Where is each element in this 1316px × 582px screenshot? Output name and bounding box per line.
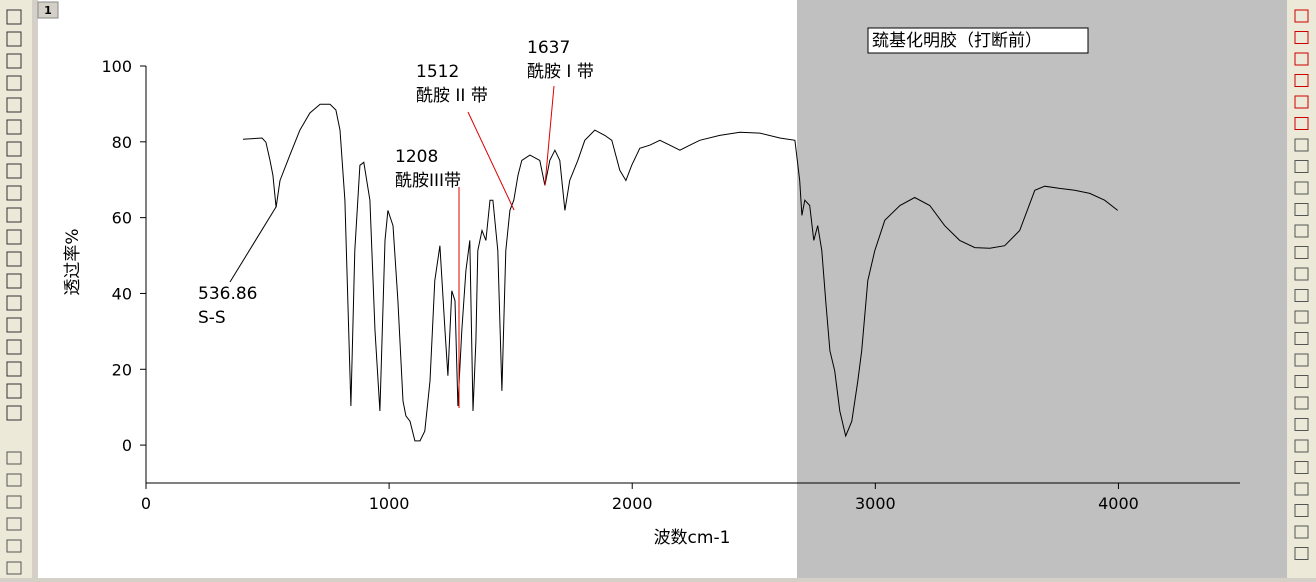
x-tick-label: 3000 bbox=[855, 494, 896, 513]
tool-button[interactable] bbox=[6, 163, 22, 179]
right-toolbar bbox=[1287, 0, 1316, 582]
tool-button[interactable] bbox=[6, 207, 22, 223]
tool-button[interactable] bbox=[6, 451, 22, 465]
tool-button[interactable] bbox=[1294, 461, 1309, 474]
tool-button[interactable] bbox=[1294, 9, 1309, 23]
y-axis-label: 透过率% bbox=[63, 228, 83, 295]
x-tick-label: 4000 bbox=[1098, 494, 1139, 513]
annotation-line bbox=[467, 111, 515, 211]
y-tick-label: 40 bbox=[112, 284, 132, 303]
tool-button[interactable] bbox=[1294, 181, 1309, 195]
toolbar-icons bbox=[6, 9, 1309, 575]
tool-button[interactable] bbox=[6, 361, 22, 377]
x-tick-label: 1000 bbox=[369, 494, 410, 513]
tool-button[interactable] bbox=[1294, 439, 1309, 453]
tool-button[interactable] bbox=[1294, 74, 1309, 87]
tool-button[interactable] bbox=[6, 405, 22, 421]
title-box bbox=[867, 27, 1089, 54]
y-tick-label: 60 bbox=[112, 209, 132, 228]
tool-button[interactable] bbox=[6, 273, 22, 289]
left-toolbar bbox=[0, 0, 32, 582]
annotation-label: 1512 bbox=[416, 62, 459, 82]
annotation-line bbox=[229, 206, 277, 283]
annotation-label: 536.86 bbox=[198, 284, 257, 304]
tool-button[interactable] bbox=[1294, 203, 1309, 216]
annotation-text: 酰胺 I 带 bbox=[527, 62, 594, 82]
annotation-label: 1208 bbox=[395, 147, 438, 167]
tool-button[interactable] bbox=[1294, 31, 1309, 44]
splitter bbox=[32, 0, 38, 582]
annotation-text: 酰胺III带 bbox=[395, 171, 461, 191]
tool-button[interactable] bbox=[1294, 224, 1309, 238]
tool-button[interactable] bbox=[6, 251, 22, 267]
tool-button[interactable] bbox=[1294, 418, 1309, 431]
spectrum-line bbox=[242, 103, 1119, 442]
tool-button[interactable] bbox=[6, 473, 22, 487]
tool-button[interactable] bbox=[6, 31, 22, 47]
tool-button[interactable] bbox=[6, 9, 22, 25]
x-tick-label: 0 bbox=[141, 494, 151, 513]
tool-button[interactable] bbox=[6, 229, 22, 245]
tool-button[interactable] bbox=[1294, 267, 1309, 281]
tool-button[interactable] bbox=[1294, 160, 1309, 173]
tool-button[interactable] bbox=[1294, 246, 1309, 259]
tool-button[interactable] bbox=[1294, 95, 1309, 109]
y-tick-label: 80 bbox=[112, 133, 132, 152]
annotation-label: 1637 bbox=[527, 38, 570, 58]
tool-button[interactable] bbox=[6, 295, 22, 311]
y-tick-label: 100 bbox=[101, 57, 132, 76]
tool-button[interactable] bbox=[1294, 353, 1309, 367]
y-tick-label: 0 bbox=[122, 436, 132, 455]
layer-tab[interactable] bbox=[37, 1, 59, 19]
annotation-text: 酰胺 II 带 bbox=[416, 86, 488, 106]
tool-button[interactable] bbox=[6, 561, 22, 575]
tool-button[interactable] bbox=[1294, 310, 1309, 324]
tool-button[interactable] bbox=[6, 317, 22, 333]
chart-title: 巯基化明胶（打断前） bbox=[872, 31, 1042, 51]
tool-button[interactable] bbox=[1294, 52, 1309, 66]
annotation-line bbox=[544, 85, 555, 186]
tool-button[interactable] bbox=[1294, 375, 1309, 388]
tool-button[interactable] bbox=[6, 185, 22, 201]
annotation-text: S-S bbox=[198, 308, 226, 328]
tool-button[interactable] bbox=[6, 53, 22, 69]
tool-button[interactable] bbox=[6, 517, 22, 531]
tool-button[interactable] bbox=[6, 97, 22, 113]
tool-button[interactable] bbox=[1294, 482, 1309, 496]
tool-button[interactable] bbox=[1294, 504, 1309, 517]
tool-button[interactable] bbox=[1294, 525, 1309, 539]
tool-button[interactable] bbox=[6, 383, 22, 399]
x-axis-label: 波数cm-1 bbox=[654, 528, 731, 548]
tool-button[interactable] bbox=[1294, 547, 1309, 560]
x-tick-label: 2000 bbox=[612, 494, 653, 513]
tool-button[interactable] bbox=[6, 119, 22, 135]
tool-button[interactable] bbox=[1294, 332, 1309, 345]
layer-tab-label: 1 bbox=[44, 4, 52, 17]
tool-button[interactable] bbox=[6, 141, 22, 157]
tool-button[interactable] bbox=[6, 75, 22, 91]
tool-button[interactable] bbox=[1294, 138, 1309, 152]
status-bar bbox=[0, 578, 1316, 582]
tool-button[interactable] bbox=[6, 539, 22, 553]
tool-button[interactable] bbox=[6, 495, 22, 509]
tool-button[interactable] bbox=[1294, 396, 1309, 410]
y-tick-label: 20 bbox=[112, 360, 132, 379]
tool-button[interactable] bbox=[6, 339, 22, 355]
tool-button[interactable] bbox=[1294, 117, 1309, 130]
layer-background bbox=[797, 0, 1287, 578]
tool-button[interactable] bbox=[1294, 289, 1309, 302]
